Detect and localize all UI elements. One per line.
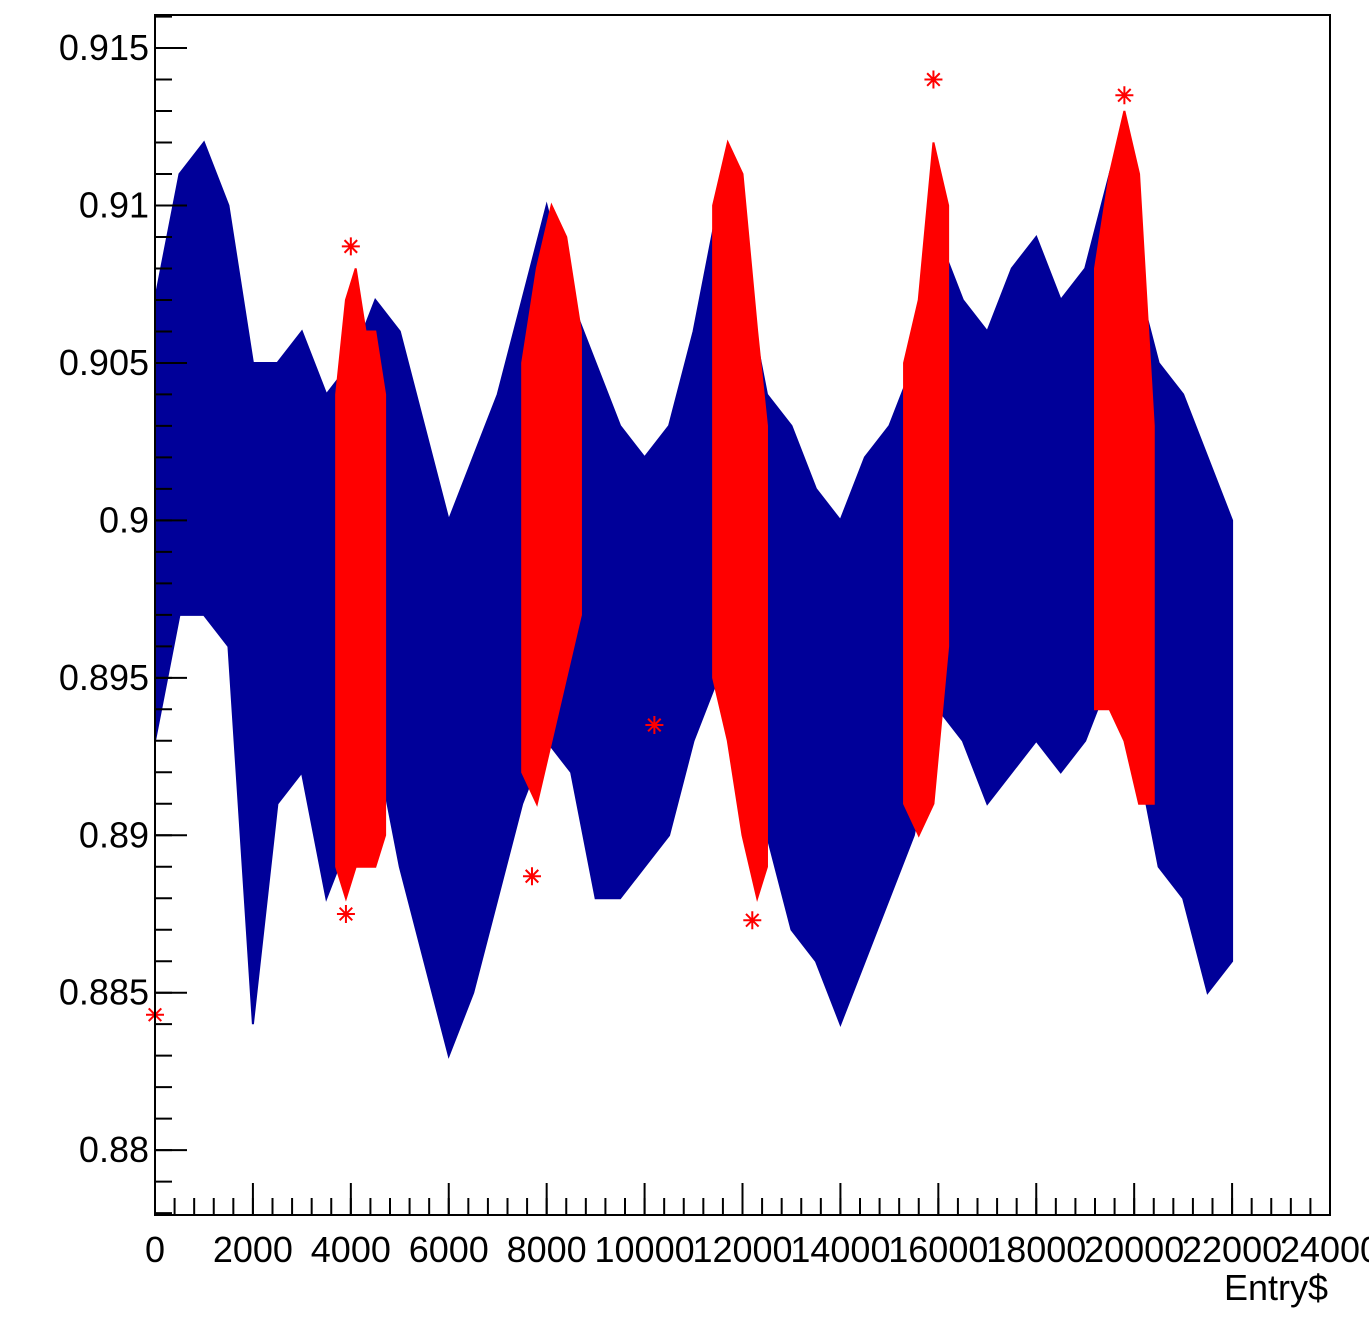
x-tick-label: 14000 [790,1229,890,1270]
band-area [521,202,582,807]
star-marker [336,904,355,923]
y-tick-label: 0.915 [59,27,149,68]
y-tick-label: 0.88 [79,1129,149,1170]
plot-area [146,70,1234,1059]
x-tick-label: 12000 [692,1229,792,1270]
x-tick-label: 2000 [213,1229,293,1270]
x-tick-label: 20000 [1084,1229,1184,1270]
x-tick-label: 10000 [595,1229,695,1270]
x-tick-label: 4000 [311,1229,391,1270]
band-area [1094,110,1155,805]
y-tick-label: 0.905 [59,342,149,383]
star-marker [743,911,762,930]
x-tick-label: 6000 [409,1229,489,1270]
y-tick-label: 0.9 [99,499,149,540]
y-tick-label: 0.89 [79,814,149,855]
y-tick-label: 0.91 [79,185,149,226]
x-tick-label: 16000 [888,1229,988,1270]
band-area [154,140,1234,1059]
band-area [335,268,387,902]
x-tick-label: 0 [145,1229,165,1270]
y-tick-label: 0.885 [59,972,149,1013]
x-tick-label: 8000 [507,1229,587,1270]
x-tick-label: 18000 [986,1229,1086,1270]
star-marker [924,70,943,89]
star-marker [341,237,360,256]
star-marker [1115,86,1134,105]
star-marker [645,716,664,735]
x-tick-label: 24000 [1280,1229,1369,1270]
band-area [903,142,950,838]
x-tick-label: 22000 [1182,1229,1282,1270]
y-tick-label: 0.895 [59,657,149,698]
star-marker [522,867,541,886]
band-area [712,139,768,903]
x-axis-label: Entry$ [1224,1267,1328,1308]
